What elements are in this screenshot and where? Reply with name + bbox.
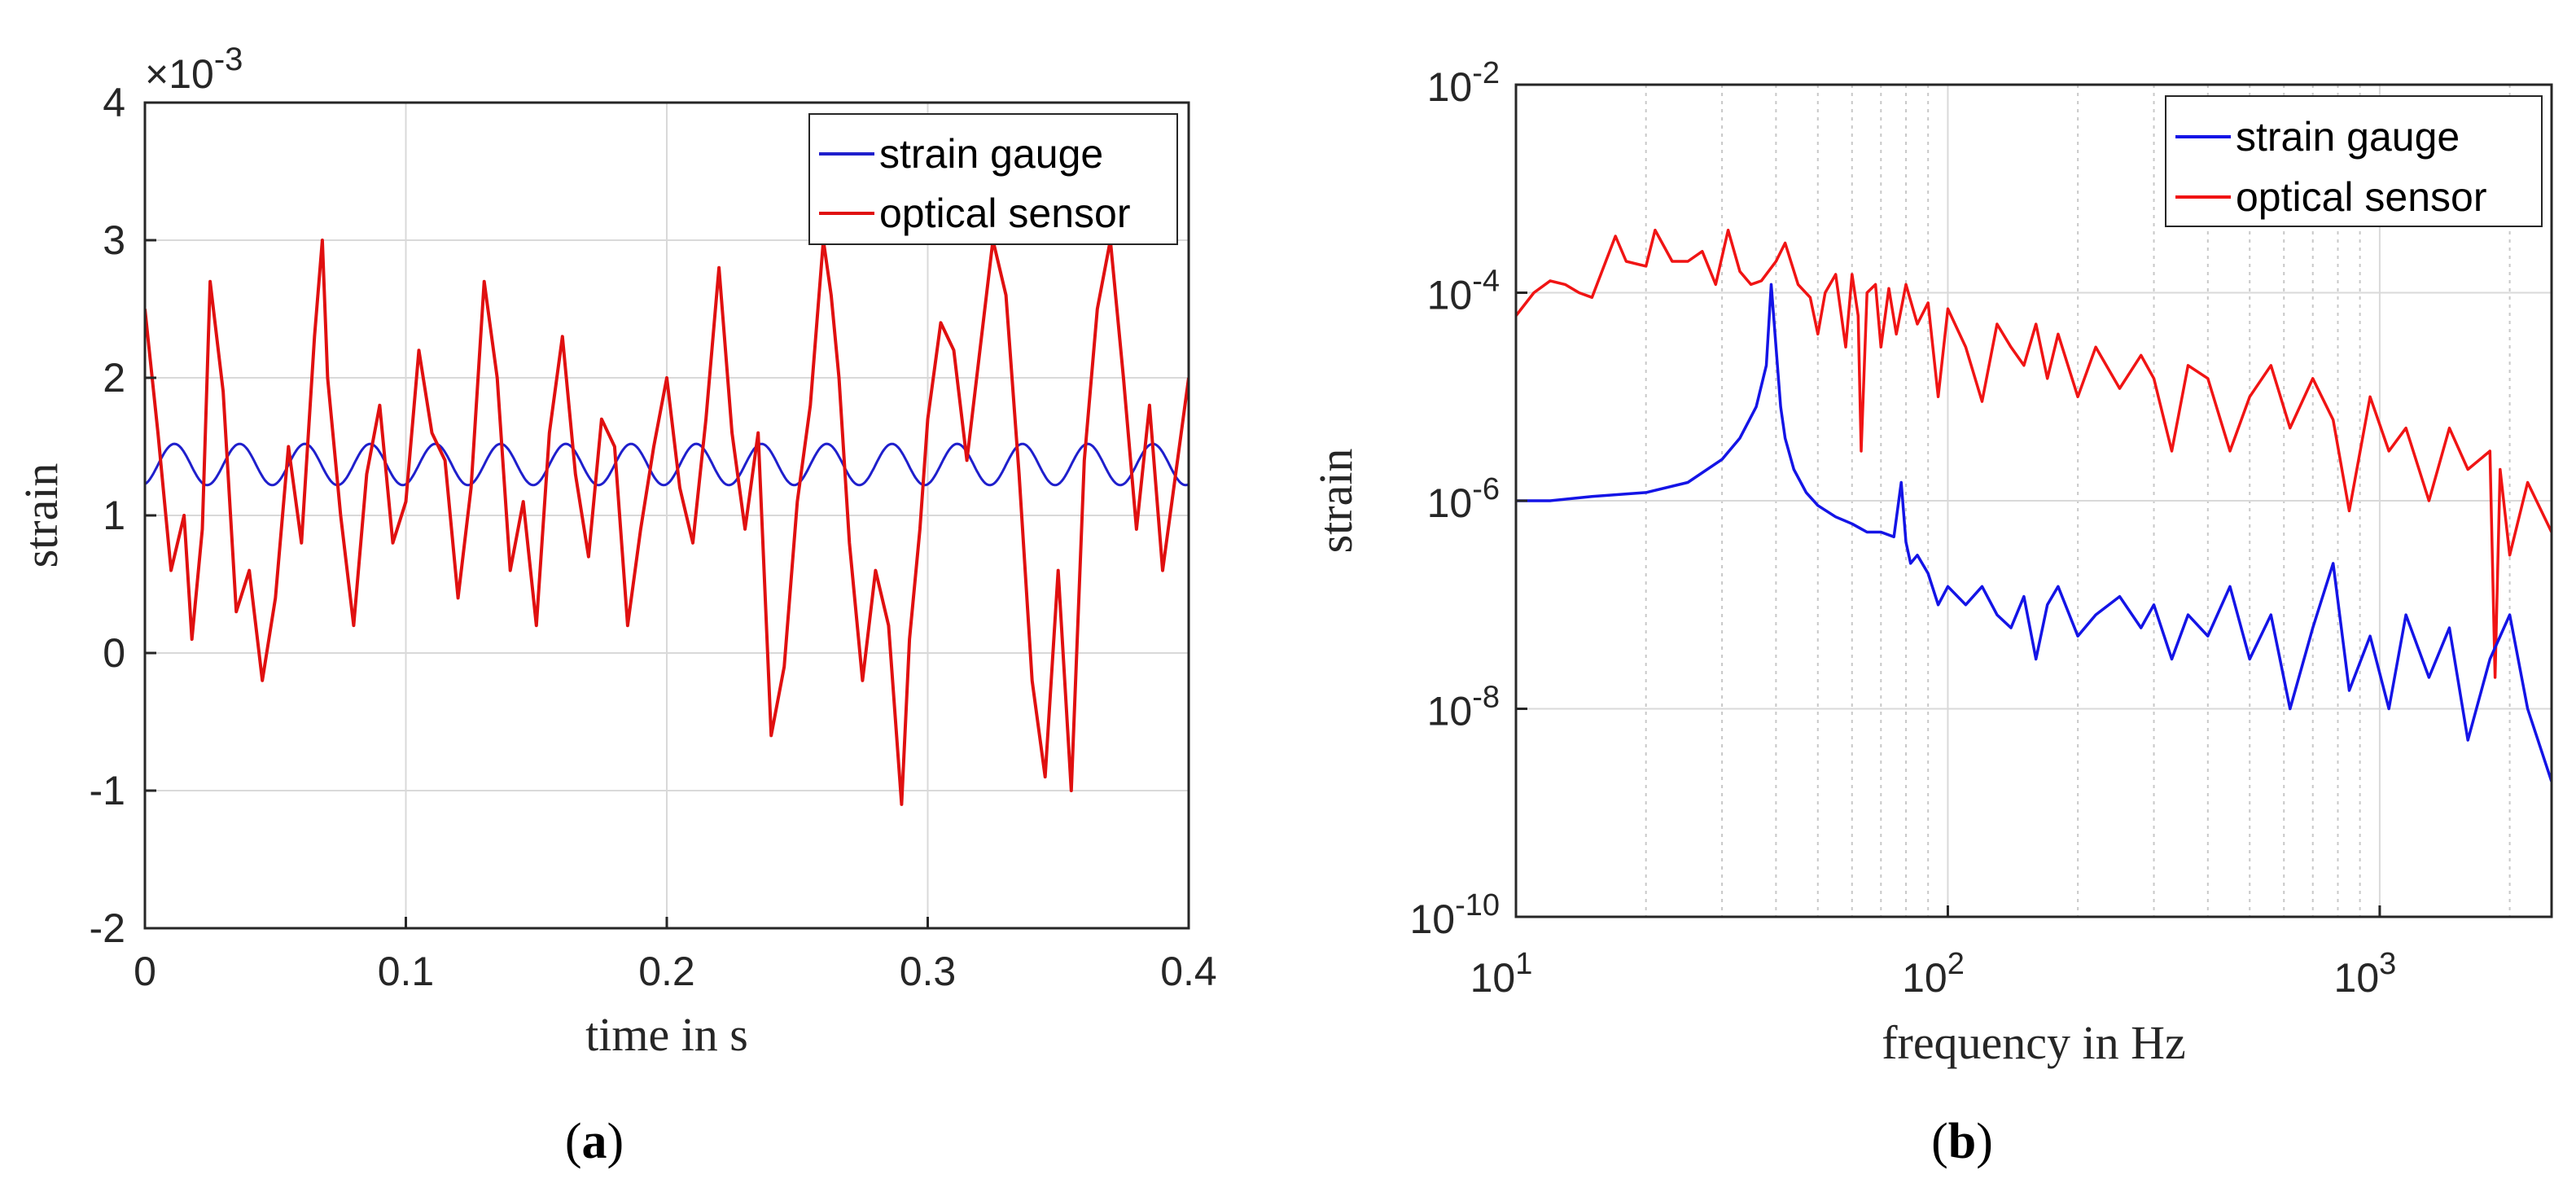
chart-a-y-tick-labels: -2 -1 0 1 2 3 4 (90, 80, 125, 951)
chart-a-y-tick-label: 1 (103, 493, 125, 538)
chart-a-y-tick-label: 3 (103, 217, 125, 263)
chart-b-y-tick-label: 10-4 (1427, 265, 1500, 318)
chart-a-caption: (a) (565, 1114, 624, 1169)
chart-b-legend-label-strain-gauge: strain gauge (2236, 114, 2460, 160)
chart-a-y-tick-label: -2 (90, 905, 125, 951)
chart-b-y-tick-label: 10-6 (1427, 472, 1500, 526)
chart-b-legend: strain gauge optical sensor (2165, 95, 2543, 227)
chart-b-legend-label-optical-sensor: optical sensor (2236, 174, 2487, 220)
chart-a-legend: strain gauge optical sensor (808, 113, 1178, 245)
chart-b-y-axis-label: strain (1309, 449, 1362, 554)
chart-a-x-tick-label: 0.2 (638, 949, 695, 994)
chart-b-y-tick-label: 10-10 (1409, 888, 1500, 942)
chart-a-x-tick-label: 0.1 (378, 949, 435, 994)
chart-a-series (145, 239, 1189, 806)
chart-b-x-tick-label: 103 (2334, 947, 2397, 1001)
chart-b-x-axis-label: frequency in Hz (1882, 1016, 2186, 1069)
chart-b-legend-box (2165, 95, 2543, 227)
chart-b-x-tick-label: 101 (1470, 947, 1533, 1001)
chart-b-series-line-optical-sensor (1516, 228, 2552, 679)
chart-a-tick-marks (143, 101, 1190, 930)
chart-b-x-tick-label: 102 (1902, 947, 1965, 1001)
chart-b-x-tick-labels: 101 102 103 (1470, 947, 2397, 1001)
chart-a-legend-label-strain-gauge: strain gauge (879, 131, 1103, 177)
chart-a-x-tick-labels: 0 0.1 0.2 0.3 0.4 (134, 949, 1217, 994)
chart-b-y-tick-labels: 10-10 10-8 10-6 10-4 10-2 (1409, 56, 1500, 942)
chart-a-series-line-optical-sensor (145, 239, 1189, 806)
chart-b-series (1516, 228, 2552, 782)
chart-a-y-tick-label: 0 (103, 630, 125, 676)
chart-a-legend-box (808, 113, 1178, 245)
chart-a-y-tick-label: -1 (90, 768, 125, 813)
chart-a-y-axis-label: strain (15, 463, 68, 568)
chart-a-x-tick-label: 0.3 (900, 949, 957, 994)
chart-a-exponent-label: ×10-3 (145, 42, 243, 97)
chart-a-y-tick-label: 2 (103, 355, 125, 401)
chart-a-y-tick-label: 4 (103, 80, 125, 125)
chart-a-x-tick-label: 0.4 (1160, 949, 1217, 994)
chart-a-series-line-strain-gauge (145, 442, 1189, 487)
chart-b-y-tick-label: 10-2 (1427, 56, 1500, 110)
chart-b: 101 102 103 10-10 10-8 10-6 10-4 10-2 frequenc… (1309, 56, 2553, 1169)
chart-b-y-tick-label: 10-8 (1427, 681, 1500, 734)
chart-a-x-axis-label: time in s (585, 1008, 748, 1061)
chart-a-legend-label-optical-sensor: optical sensor (879, 191, 1131, 236)
chart-b-series-line-strain-gauge (1516, 283, 2552, 782)
chart-b-caption: (b) (1931, 1114, 1993, 1169)
chart-b-tick-marks (1514, 83, 2381, 918)
chart-a-x-tick-label: 0 (134, 949, 156, 994)
